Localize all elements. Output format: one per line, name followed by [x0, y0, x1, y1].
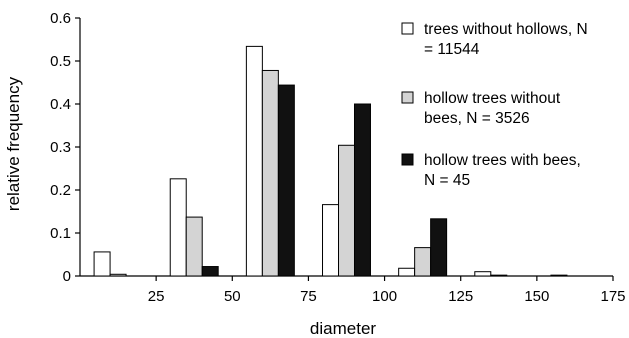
y-tick-label: 0.5	[50, 53, 71, 70]
y-tick-label: 0.6	[50, 10, 71, 27]
legend-label: bees, N = 3526	[424, 110, 530, 127]
y-axis-label: relative frequency	[4, 76, 23, 211]
bars-layer	[93, 45, 568, 277]
bar	[109, 273, 127, 277]
bar	[338, 144, 355, 277]
bar	[201, 266, 219, 277]
bar	[185, 216, 203, 277]
bar	[93, 251, 111, 277]
y-tick-label: 0.1	[50, 225, 71, 242]
y-tick-label: 0.3	[50, 139, 71, 156]
bar	[550, 274, 568, 277]
legend-label: hollow trees with bees,	[424, 152, 581, 169]
x-tick-label: 150	[524, 288, 549, 305]
legend-label: trees without hollows, N	[424, 21, 588, 38]
bar	[474, 271, 492, 277]
x-tick-label: 75	[300, 288, 317, 305]
x-axis-label: diameter	[310, 319, 376, 338]
bar	[490, 274, 508, 277]
legend-label: = 11544	[424, 41, 480, 58]
bar	[277, 84, 295, 277]
y-tick-label: 0.2	[50, 182, 71, 199]
x-tick-label: 100	[372, 288, 397, 305]
legend-swatch	[401, 91, 414, 104]
x-tick-label: 175	[600, 288, 625, 305]
bar	[398, 267, 416, 277]
bar	[169, 178, 187, 277]
y-tick-label: 0	[63, 268, 71, 285]
x-tick-label: 125	[448, 288, 473, 305]
bar	[353, 103, 371, 277]
bar	[322, 204, 340, 277]
y-tick-label: 0.4	[50, 96, 71, 113]
bar	[245, 45, 263, 277]
legend-swatch	[401, 153, 414, 166]
legend: trees without hollows, N = 11544 hollow tr…	[401, 21, 588, 189]
axes-layer: 0 0.1 0.2 0.3 0.4 0.5 0.6 25 50 75 100 125 150 175	[50, 10, 625, 305]
bar	[430, 218, 448, 277]
bar	[261, 69, 279, 277]
bar	[414, 247, 432, 277]
x-tick-label: 25	[148, 288, 165, 305]
legend-label: hollow trees without	[424, 90, 561, 107]
x-tick-label: 50	[224, 288, 241, 305]
legend-swatch	[401, 22, 414, 35]
legend-label: N = 45	[424, 172, 470, 189]
